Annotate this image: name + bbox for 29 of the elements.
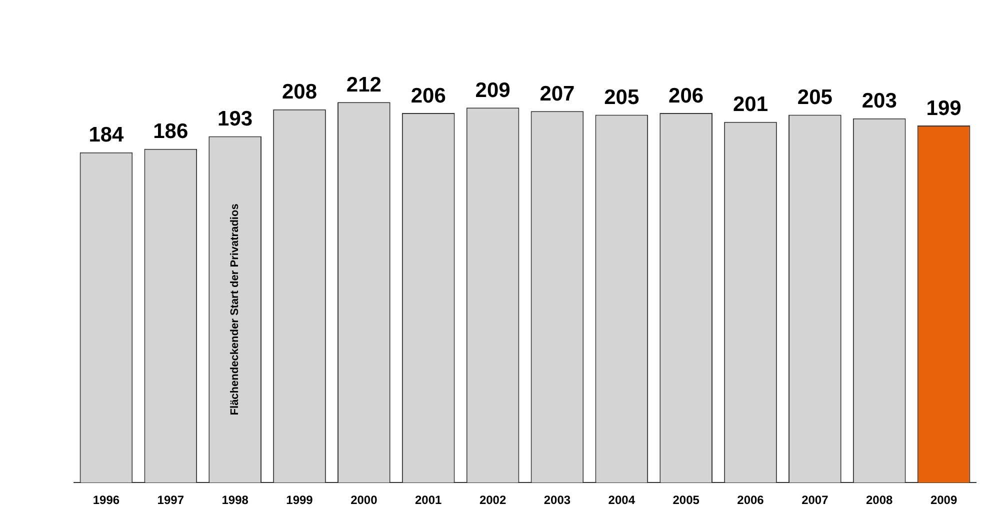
data-label: 199: [926, 96, 962, 120]
data-label: 201: [732, 93, 768, 116]
data-label: 203: [862, 90, 897, 113]
x-tick-label: 2005: [672, 493, 700, 508]
x-tick-label: 2001: [415, 493, 442, 508]
x-tick-label: 1996: [92, 493, 120, 508]
x-tick-label: 1998: [222, 493, 249, 508]
data-label: 206: [668, 84, 704, 108]
x-tick-label: 2007: [802, 493, 829, 508]
x-tick-label: 2003: [544, 493, 571, 508]
x-tick-label: 1997: [157, 493, 184, 508]
data-label: 205: [604, 86, 640, 110]
data-label: 208: [282, 80, 318, 104]
data-label: 212: [346, 73, 382, 96]
data-label: 193: [218, 108, 253, 131]
data-label: 206: [410, 84, 446, 108]
x-tick-label: 2004: [608, 493, 636, 508]
x-tick-label: 2006: [737, 493, 764, 508]
data-label: 184: [88, 124, 124, 147]
x-tick-label: 2008: [866, 493, 894, 508]
data-label: 207: [540, 82, 575, 106]
annotation: Flächendeckender Start der Privatradios: [229, 204, 242, 416]
data-label: 205: [797, 86, 833, 110]
data-label: 209: [475, 78, 510, 102]
x-tick-label: 2002: [479, 493, 506, 508]
x-tick-label: 2000: [350, 493, 378, 508]
data-label: 186: [153, 120, 188, 144]
x-tick-label: 2009: [930, 493, 958, 508]
x-tick-label: 1999: [286, 493, 314, 508]
